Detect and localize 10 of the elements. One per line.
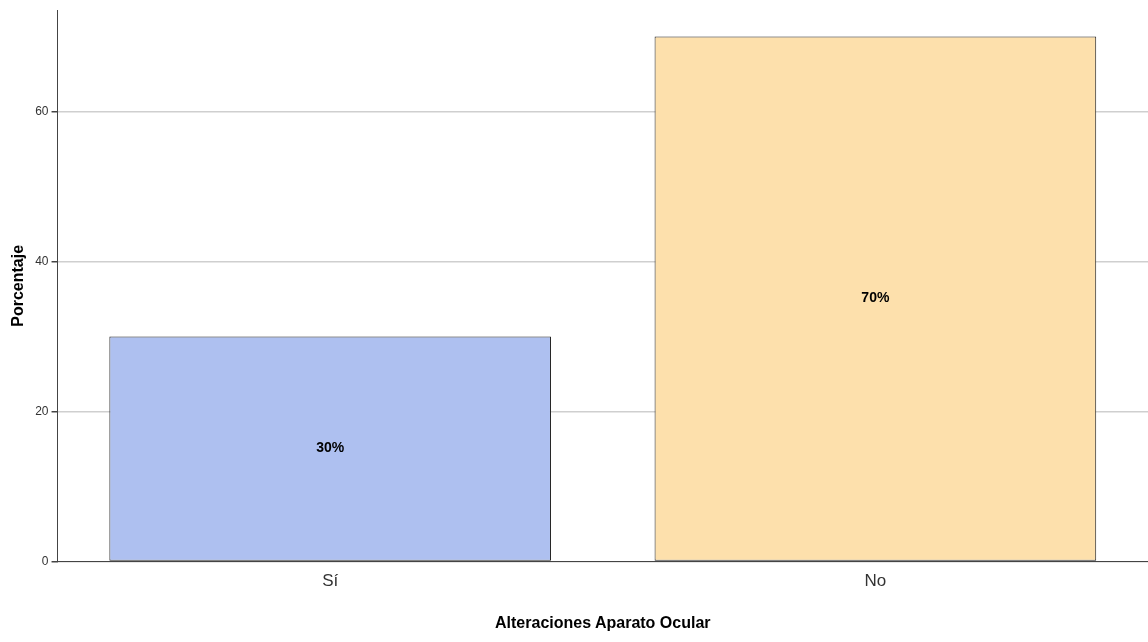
y-tick-label: 60 <box>35 103 49 118</box>
x-tick-label: No <box>864 571 887 591</box>
data-label: 30% <box>316 439 345 456</box>
data-label: 70% <box>861 289 890 306</box>
y-tick-label: 20 <box>35 403 49 418</box>
y-tick-label: 40 <box>35 253 49 268</box>
y-axis-title: Porcentaje <box>9 244 27 327</box>
y-tick-label: 0 <box>41 553 49 568</box>
x-axis-title: Alteraciones Aparato Ocular <box>495 613 711 631</box>
x-tick-label: Sí <box>322 571 339 591</box>
